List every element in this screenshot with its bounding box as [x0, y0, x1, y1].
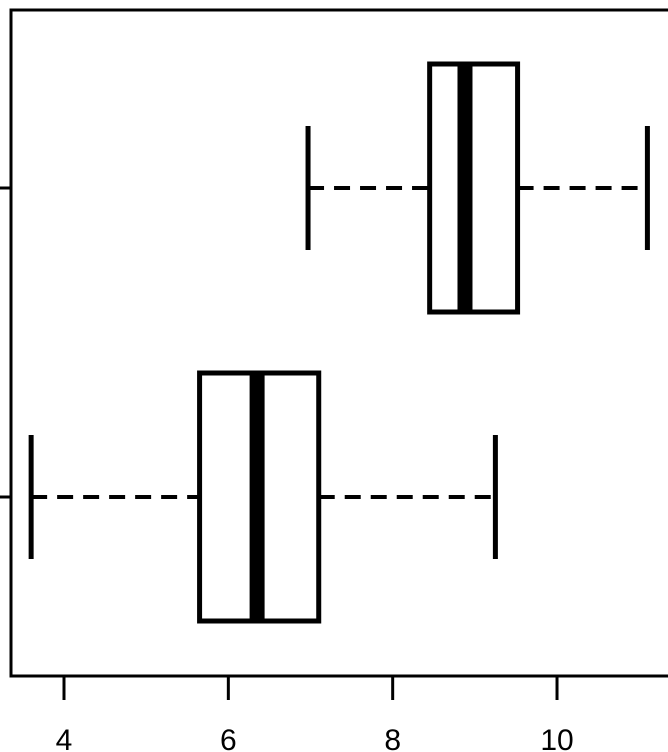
x-tick-label-10: 10 [540, 724, 573, 752]
x-tick-label-8: 8 [384, 724, 401, 752]
iqr-box [427, 61, 521, 315]
x-tick-label-4: 4 [56, 724, 73, 752]
plot-frame [9, 8, 668, 678]
x-tick-label-6: 6 [220, 724, 237, 752]
box-group-0 [28, 370, 498, 624]
box-group-1 [305, 61, 650, 315]
